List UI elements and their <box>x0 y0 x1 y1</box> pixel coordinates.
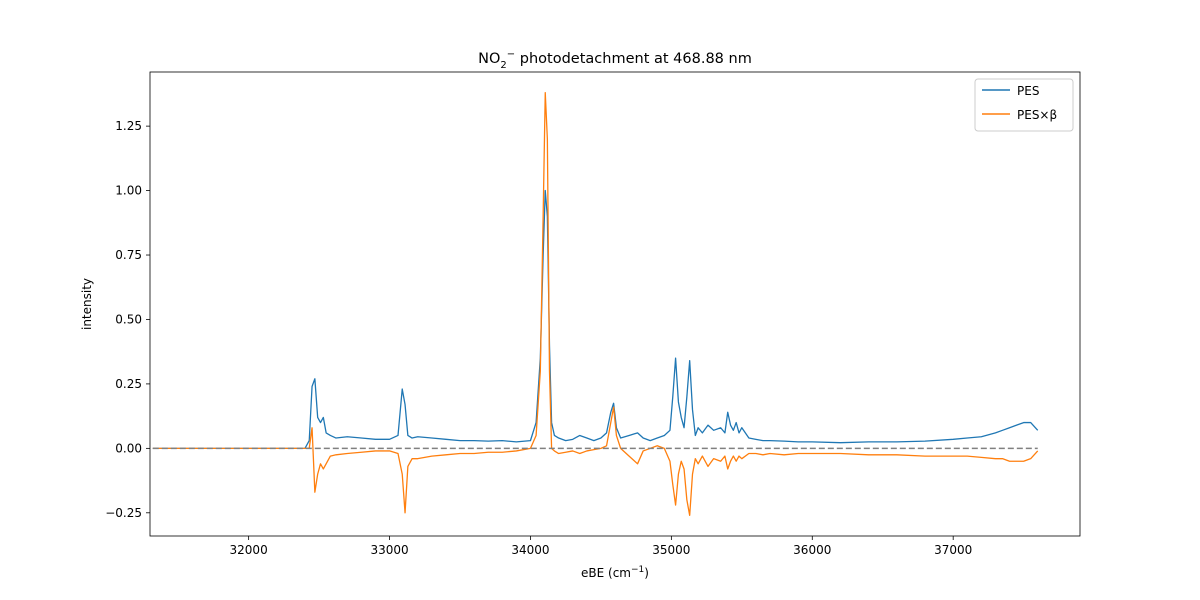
x-axis: 32000 33000 34000 35000 36000 37000 <box>230 536 972 557</box>
x-axis-label: eBE (cm−1) <box>581 565 649 580</box>
plot-area <box>149 71 1081 537</box>
y-tick-label: 0.25 <box>115 377 142 391</box>
y-tick-label: 0.75 <box>115 248 142 262</box>
x-tick-label: 32000 <box>230 543 268 557</box>
plot-frame <box>149 71 1081 537</box>
x-tick-label: 36000 <box>793 543 831 557</box>
chart-title: NO2− photodetachment at 468.88 nm <box>478 49 752 71</box>
series-pes-line <box>152 189 1039 450</box>
series-pes-beta-line <box>152 91 1039 517</box>
x-tick-label: 34000 <box>511 543 549 557</box>
legend-box <box>974 78 1074 132</box>
series-layer <box>152 91 1039 517</box>
legend-pes-label: PES <box>1017 84 1039 98</box>
y-tick-label: 0.50 <box>115 312 142 326</box>
x-tick-label: 33000 <box>370 543 408 557</box>
x-tick-label: 37000 <box>934 543 972 557</box>
y-tick-label: 0.00 <box>115 441 142 455</box>
legend-pes-beta-label: PES×β <box>1017 108 1057 122</box>
y-tick-label: 1.25 <box>115 119 142 133</box>
y-axis: −0.25 0.00 0.25 0.50 0.75 1.00 1.25 <box>105 119 150 520</box>
y-tick-label: −0.25 <box>105 506 142 520</box>
legend: PES PES×β <box>974 78 1074 132</box>
x-tick-label: 35000 <box>652 543 690 557</box>
plot-background <box>150 72 1080 536</box>
y-tick-label: 1.00 <box>115 184 142 198</box>
y-axis-label: intensity <box>80 278 94 330</box>
